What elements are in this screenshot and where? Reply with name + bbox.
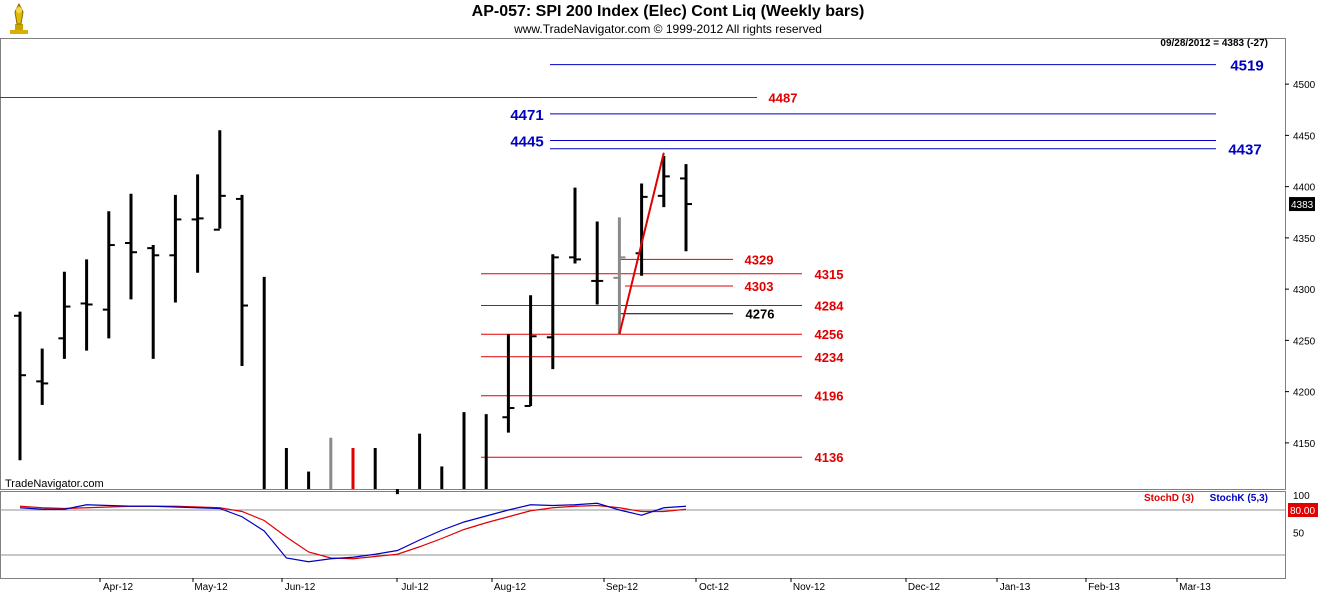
- price-tick-label: 4300: [1293, 285, 1316, 296]
- month-label: May-12: [194, 582, 228, 593]
- price-tick-label: 4250: [1293, 336, 1316, 347]
- month-label: Jun-12: [285, 582, 316, 593]
- month-label: Dec-12: [908, 582, 941, 593]
- stoch-tick-label: 100: [1293, 491, 1310, 502]
- stoch-panel-frame: [0, 491, 1286, 579]
- stoch-tick-label: 50: [1293, 529, 1305, 540]
- trade-navigator-logo-icon: [2, 2, 36, 41]
- level-label: 4315: [815, 267, 844, 282]
- chart-title: AP-057: SPI 200 Index (Elec) Cont Liq (W…: [471, 3, 865, 20]
- level-label: 4487: [769, 90, 798, 105]
- price-tick-label: 4400: [1293, 183, 1316, 194]
- chart-subtitle: www.TradeNavigator.com © 1999-2012 All r…: [514, 22, 822, 36]
- legend-stoch-k: StochK (5,3): [1210, 493, 1268, 504]
- level-label: 4329: [745, 252, 774, 267]
- level-label: 4136: [815, 450, 844, 465]
- watermark-text: TradeNavigator.com: [5, 478, 104, 490]
- level-label: 4519: [1230, 58, 1263, 75]
- month-label: Jul-12: [401, 582, 429, 593]
- month-label: Aug-12: [494, 582, 527, 593]
- level-label: 4234: [815, 350, 845, 365]
- level-label: 4196: [815, 389, 844, 404]
- level-label: 4303: [745, 279, 774, 294]
- price-tick-label: 4350: [1293, 234, 1316, 245]
- price-tick-label: 4200: [1293, 388, 1316, 399]
- stoch-k-line: [19, 502, 687, 563]
- current-price-marker: [1289, 197, 1315, 212]
- stoch-level-label: 80.00: [1290, 506, 1315, 517]
- month-label: Feb-13: [1088, 582, 1120, 593]
- price-tick-label: 4450: [1293, 131, 1316, 142]
- current-price-label: 4383: [1291, 200, 1314, 211]
- level-label: 4284: [815, 299, 845, 314]
- trend-line: [618, 152, 665, 335]
- price-panel-frame: [0, 38, 1286, 490]
- month-label: Sep-12: [606, 582, 639, 593]
- month-label: Nov-12: [793, 582, 826, 593]
- price-tick-label: 4500: [1293, 80, 1316, 91]
- legend-stoch-d: StochD (3): [1144, 493, 1194, 504]
- month-label: Apr-12: [103, 582, 133, 593]
- month-label: Oct-12: [699, 582, 729, 593]
- month-label: Mar-13: [1179, 582, 1211, 593]
- level-label: 4471: [510, 107, 543, 124]
- month-label: Jan-13: [1000, 582, 1031, 593]
- level-label: 4276: [746, 307, 775, 322]
- level-label: 4437: [1228, 142, 1261, 159]
- level-label: 4256: [815, 327, 844, 342]
- stoch-level-marker: [1288, 503, 1318, 517]
- level-label: 4445: [510, 134, 543, 151]
- last-price-info: 09/28/2012 = 4383 (-27): [1160, 38, 1268, 49]
- price-tick-label: 4150: [1293, 439, 1316, 450]
- stoch-d-line: [19, 504, 687, 560]
